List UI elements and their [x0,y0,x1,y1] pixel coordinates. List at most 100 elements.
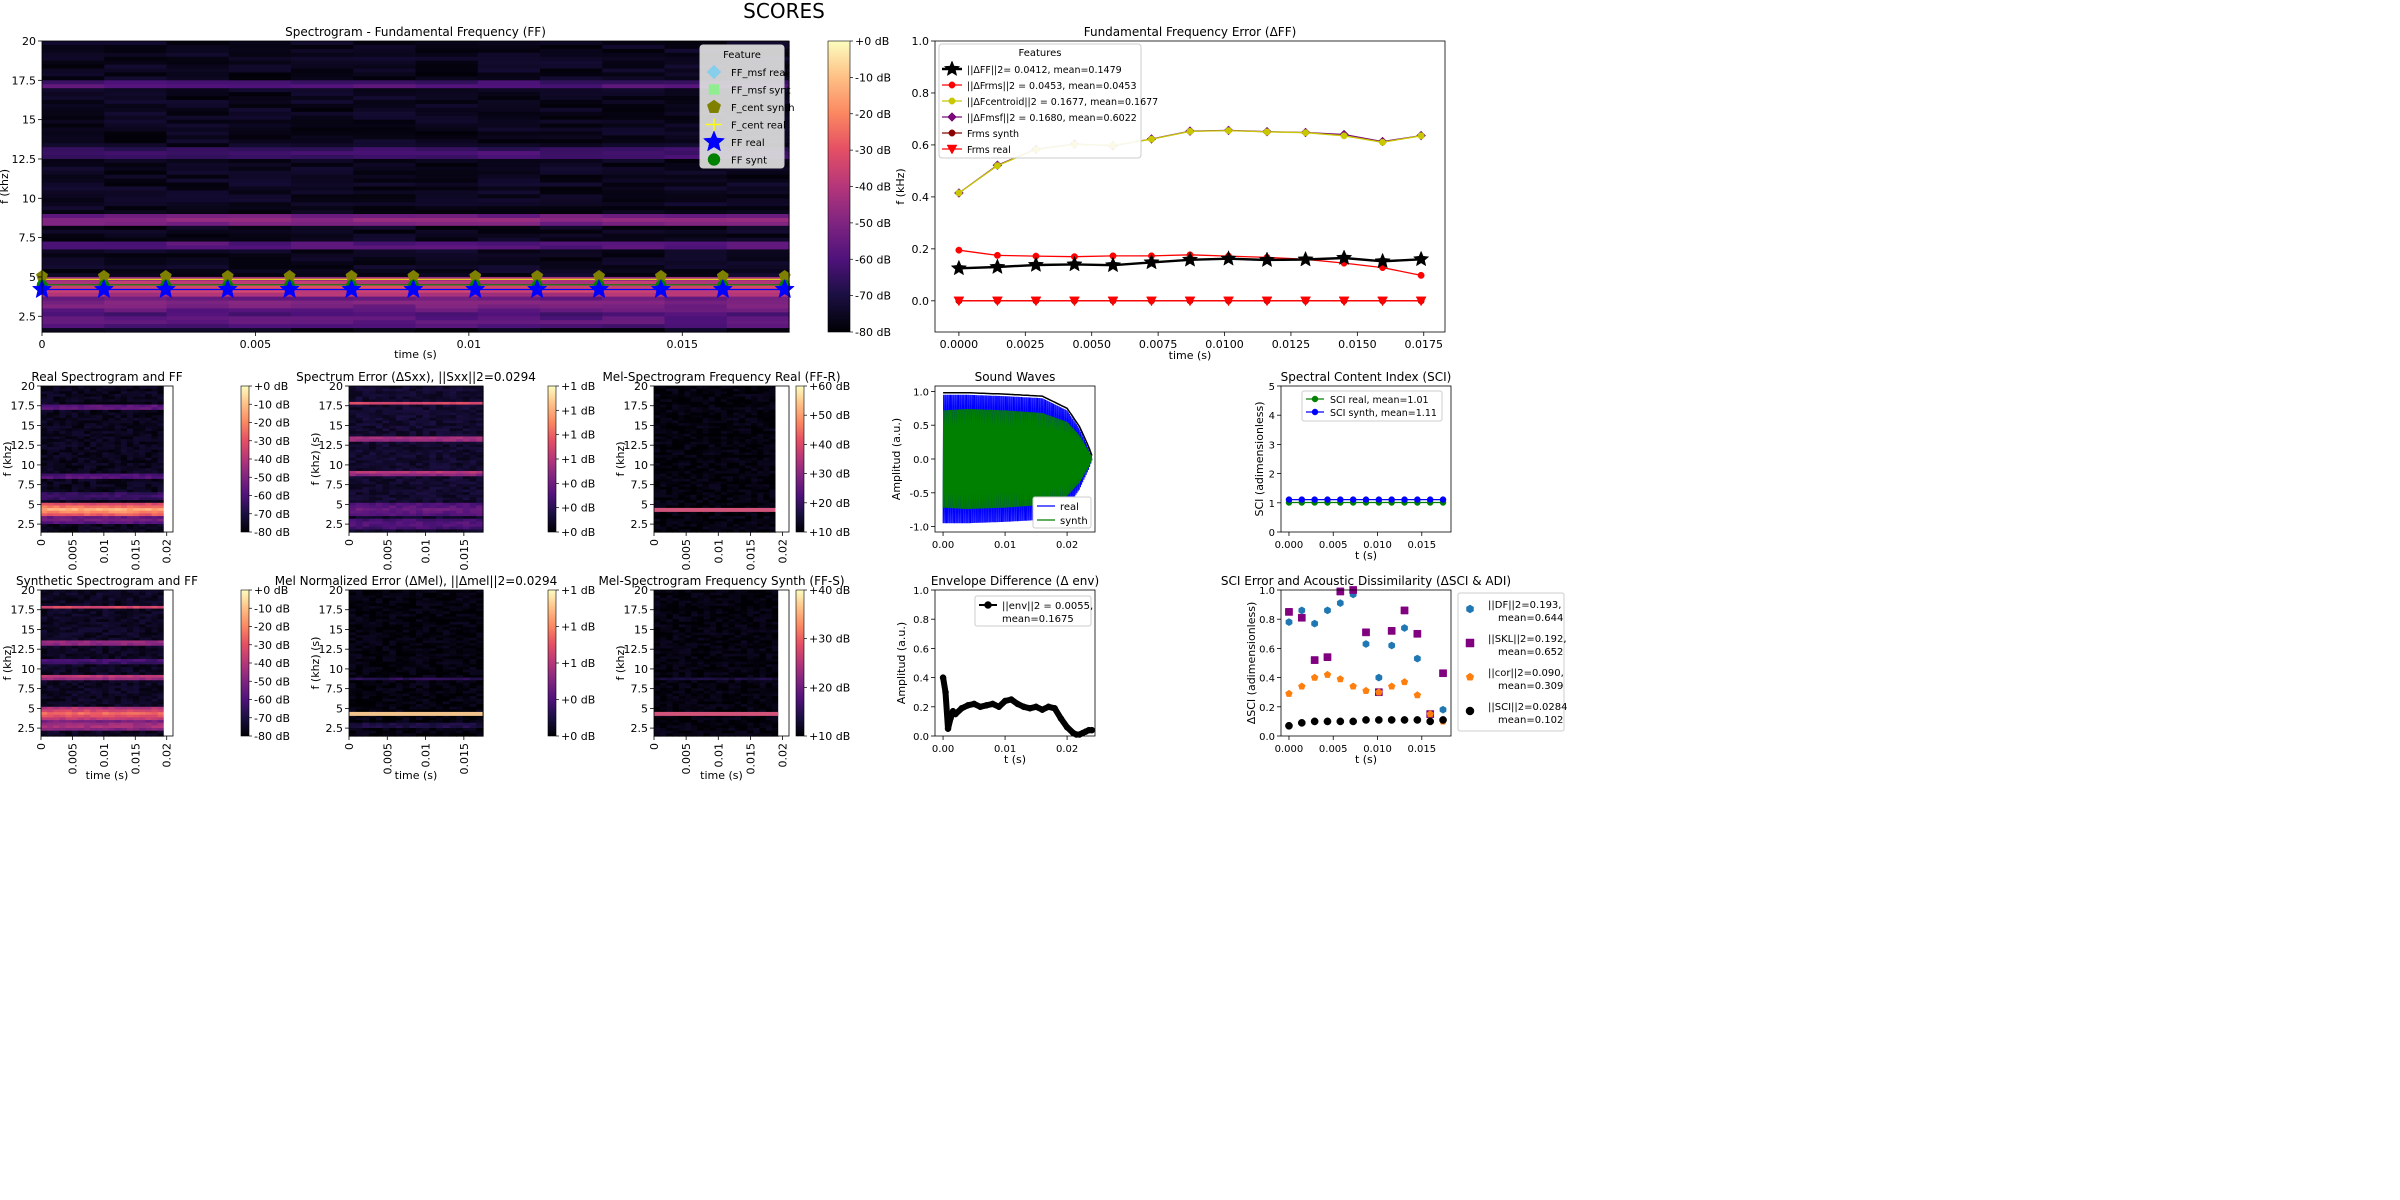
spectrogram-cell [42,304,105,309]
spectrogram-cell [726,500,734,504]
spectrogram-cell [375,401,384,406]
spectrogram-cell [462,529,471,533]
spectrogram-cell [739,513,746,517]
spectrogram-cell [120,500,128,504]
spectrogram-cell [228,178,292,184]
spectrogram-cell [690,524,698,528]
spectrogram-cell [382,513,390,517]
legend-label: ||ΔFrms||2 = 0.0453, mean=0.0453 [967,81,1136,92]
spectrogram-cell [402,404,410,408]
spectrogram-cell [708,388,716,392]
spectrogram-cell [108,616,116,620]
spectrogram-cell [41,425,48,430]
spectrogram-cell [462,502,471,507]
spectrogram-cell [77,476,85,480]
spectrogram-cell [71,608,79,612]
spectrogram-cell [476,505,484,509]
spectrogram-cell [41,595,48,599]
data-point [1032,252,1040,260]
spectrogram-cell [102,460,110,464]
spectrogram-cell [382,412,390,416]
spectrogram-cell [291,241,354,247]
spectrogram-cell [228,151,292,156]
spectrogram-cell [120,526,128,530]
spectrogram-cell [77,629,85,634]
spectrogram-cell [745,386,752,390]
y-tick-label: 17.5 [319,400,344,413]
spectrogram-cell [708,425,716,430]
spectrogram-cell [47,484,54,488]
spectrogram-cell [708,433,716,438]
spectrogram-cell [228,72,292,77]
spectrogram-cell [104,237,168,243]
spectrogram-cell [732,476,740,480]
spectrogram-cell [429,478,437,483]
spectrogram-cell [166,107,230,113]
spectrogram-cell [769,524,777,528]
spectrogram-cell [415,249,479,254]
spectrogram-cell [442,428,451,432]
spectrogram-cell [751,489,758,493]
spectrogram-cell [349,526,357,530]
spectrogram-cell [442,409,451,414]
spectrogram-cell [469,388,477,392]
data-point [993,251,1001,259]
spectrogram-cell [96,627,103,631]
spectrogram-cell [395,494,404,499]
spectrogram-cell [291,237,354,243]
spectrogram-cell [71,412,79,416]
data-point [1340,132,1348,140]
spectrogram-cell [763,481,771,485]
spectrogram-cell [133,510,140,515]
spectrogram-cell [126,494,134,499]
spectrogram-cell [442,412,451,416]
spectrogram-cell [602,312,666,317]
spectrogram-cell [436,500,444,504]
spectrogram-cell [90,391,97,395]
spectrogram-cell [291,52,354,58]
spectrogram-cell [739,415,746,419]
spectrogram-cell [540,131,603,136]
spectrogram-cell [145,441,153,445]
spectrogram-cell [462,399,471,403]
spectrogram-cell [415,304,479,309]
spectrogram-cell [291,41,354,46]
spectrogram-cell [436,436,444,440]
spectrogram-cell [65,433,73,438]
spectrogram-cell [602,96,666,101]
spectrogram-cell [71,428,79,432]
spectrogram-cell [369,473,377,477]
spectrogram-cell [382,393,390,398]
spectrogram-cell [114,409,122,414]
y-tick-label: 2.5 [19,310,37,323]
colorbar [795,385,805,533]
spectrogram-cell [382,455,390,459]
spectrogram-cell [732,396,740,400]
spectrogram-cell [422,526,430,530]
spectrogram-cell [126,439,134,443]
spectrogram-cell [77,409,85,414]
spectrogram-cell [104,115,168,121]
spectrogram-cell [139,600,146,604]
spectrogram-cell [77,502,85,507]
spectrogram-cell [166,198,230,203]
spectrogram-cell [666,423,673,427]
spectrogram-cell [436,505,444,509]
spectrogram-cell [540,80,603,85]
spectrogram-cell [476,428,484,432]
spectrogram-cell [684,462,692,467]
spectrogram-cell [477,233,541,239]
spectrogram-cell [757,441,764,445]
spectrogram-cell [769,460,777,464]
spectrogram-cell [41,441,48,445]
spectrogram-cell [708,391,716,395]
spectrogram-cell [353,202,417,207]
spectrogram-cell [720,455,728,459]
spectrogram-cell [77,597,85,602]
spectrogram-cell [476,441,484,445]
spectrogram-cell [660,497,667,501]
spectrogram-cell [139,508,146,512]
empty-region [163,386,173,532]
spectrogram-cell [114,505,122,509]
spectrogram-cell [702,484,710,488]
